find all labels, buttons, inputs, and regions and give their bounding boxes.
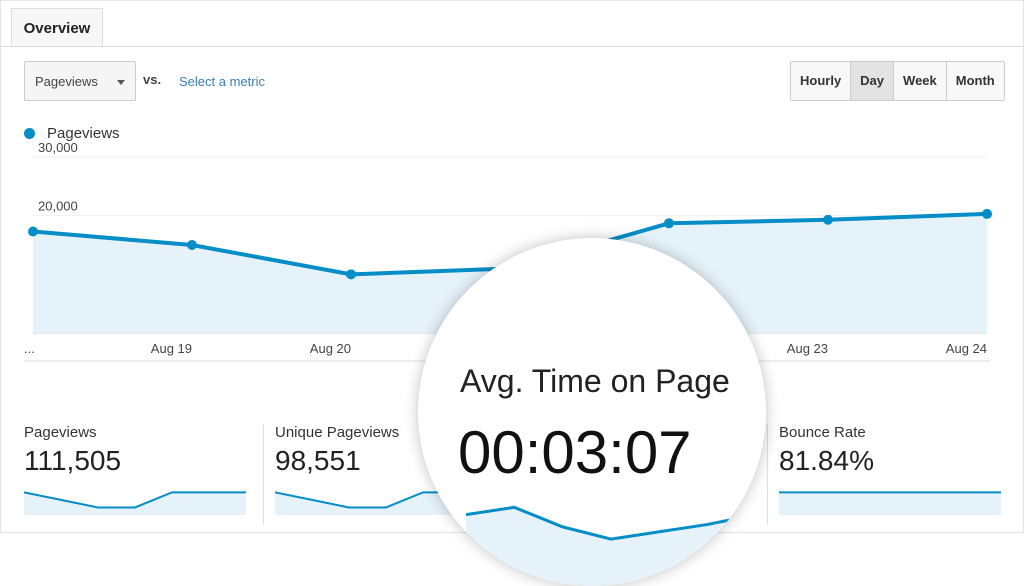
legend-dot-icon	[24, 128, 35, 139]
magnified-metric-label: Avg. Time on Page	[460, 363, 730, 399]
data-point	[823, 214, 833, 225]
summary-label: Bounce Rate	[779, 424, 866, 441]
x-tick-label: ...	[24, 341, 35, 356]
data-point	[187, 240, 197, 250]
data-point	[982, 208, 992, 219]
metric-select[interactable]: Pageviews	[24, 61, 136, 101]
chevron-down-icon	[117, 80, 125, 85]
sparkline-fill	[466, 507, 756, 586]
x-tick-label: Aug 20	[310, 341, 351, 356]
summary-value: 81.84%	[779, 445, 874, 476]
sparkline-fill	[779, 492, 1001, 515]
hourly-button[interactable]: Hourly	[791, 62, 851, 100]
y-tick-label: 20,000	[38, 199, 78, 214]
data-point	[28, 226, 38, 237]
magnified-metric-value: 00:03:07	[458, 419, 692, 486]
week-button[interactable]: Week	[893, 62, 946, 100]
vs-label: vs.	[143, 72, 162, 87]
sparkline	[779, 491, 1001, 515]
select-metric-link[interactable]: Select a metric	[179, 74, 265, 89]
summary-label: Pageviews	[24, 424, 97, 441]
summary-value: 111,505	[24, 445, 122, 476]
chart-legend: Pageviews	[24, 125, 120, 142]
summary-label: Unique Pageviews	[275, 424, 400, 441]
summary-card[interactable]: Bounce Rate 81.84%	[779, 424, 1001, 521]
magnifier: Avg. Time on Page 00:03:07	[418, 238, 766, 586]
divider	[767, 424, 768, 524]
metric-select-value: Pageviews	[35, 74, 98, 89]
legend-label: Pageviews	[47, 125, 120, 142]
sparkline	[23, 491, 246, 515]
day-button[interactable]: Day	[850, 62, 894, 100]
sparkline-line	[23, 491, 246, 509]
summary-card[interactable]: Pageviews 111,505	[23, 424, 246, 521]
sparkline-fill	[24, 492, 246, 515]
summary-value: 98,551	[275, 445, 361, 476]
x-tick-label: Aug 24	[946, 341, 987, 356]
granularity-buttons: Hourly Day Week Month	[790, 61, 1005, 101]
magnified-sparkline	[466, 505, 756, 586]
month-button[interactable]: Month	[945, 62, 1004, 100]
data-point	[346, 269, 356, 280]
data-point	[664, 218, 674, 229]
divider	[263, 424, 264, 524]
tab-bar	[0, 46, 1024, 47]
tab-overview[interactable]: Overview	[11, 8, 103, 46]
x-tick-label: Aug 19	[151, 341, 192, 356]
x-tick-label: Aug 23	[787, 341, 828, 356]
y-tick-label: 30,000	[38, 140, 78, 155]
